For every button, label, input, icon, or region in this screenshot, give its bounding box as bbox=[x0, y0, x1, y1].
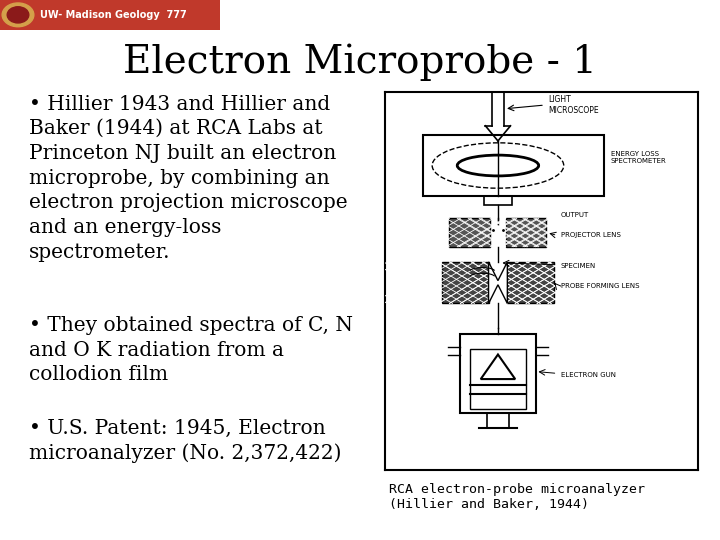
Polygon shape bbox=[489, 262, 508, 303]
Text: PROBE FORMING LENS: PROBE FORMING LENS bbox=[561, 284, 639, 289]
Circle shape bbox=[2, 3, 34, 26]
Text: ENERGY LOSS
SPECTROMETER: ENERGY LOSS SPECTROMETER bbox=[611, 151, 667, 165]
Text: LIGHT
MICROSCOPE: LIGHT MICROSCOPE bbox=[548, 96, 599, 114]
Circle shape bbox=[7, 6, 29, 23]
Text: ELECTRON GUN: ELECTRON GUN bbox=[561, 372, 616, 379]
Text: OUTPUT: OUTPUT bbox=[561, 212, 589, 218]
Polygon shape bbox=[481, 354, 516, 379]
Text: UW- Madison Geology  777: UW- Madison Geology 777 bbox=[40, 10, 186, 20]
FancyBboxPatch shape bbox=[0, 0, 220, 30]
Bar bbox=[460, 334, 536, 413]
Bar bbox=[505, 218, 546, 247]
Text: • U.S. Patent: 1945, Electron
microanalyzer (No. 2,372,422): • U.S. Patent: 1945, Electron microanaly… bbox=[29, 418, 341, 463]
Bar bbox=[469, 349, 526, 409]
Text: • Hillier 1943 and Hillier and
Baker (1944) at RCA Labs at
Princeton NJ built an: • Hillier 1943 and Hillier and Baker (19… bbox=[29, 94, 348, 262]
Bar bbox=[484, 195, 512, 205]
Text: PROJECTOR LENS: PROJECTOR LENS bbox=[561, 232, 621, 239]
Text: • They obtained spectra of C, N
and O K radiation from a
collodion film: • They obtained spectra of C, N and O K … bbox=[29, 316, 353, 384]
Bar bbox=[508, 262, 554, 303]
Text: Electron Microprobe - 1: Electron Microprobe - 1 bbox=[123, 43, 597, 81]
Text: RCA electron-probe microanalyzer
(Hillier and Baker, 1944): RCA electron-probe microanalyzer (Hillie… bbox=[389, 483, 645, 511]
Text: SPECIMEN: SPECIMEN bbox=[561, 262, 596, 269]
Bar bbox=[441, 262, 489, 303]
Bar bbox=[423, 135, 605, 195]
Bar bbox=[449, 218, 490, 247]
